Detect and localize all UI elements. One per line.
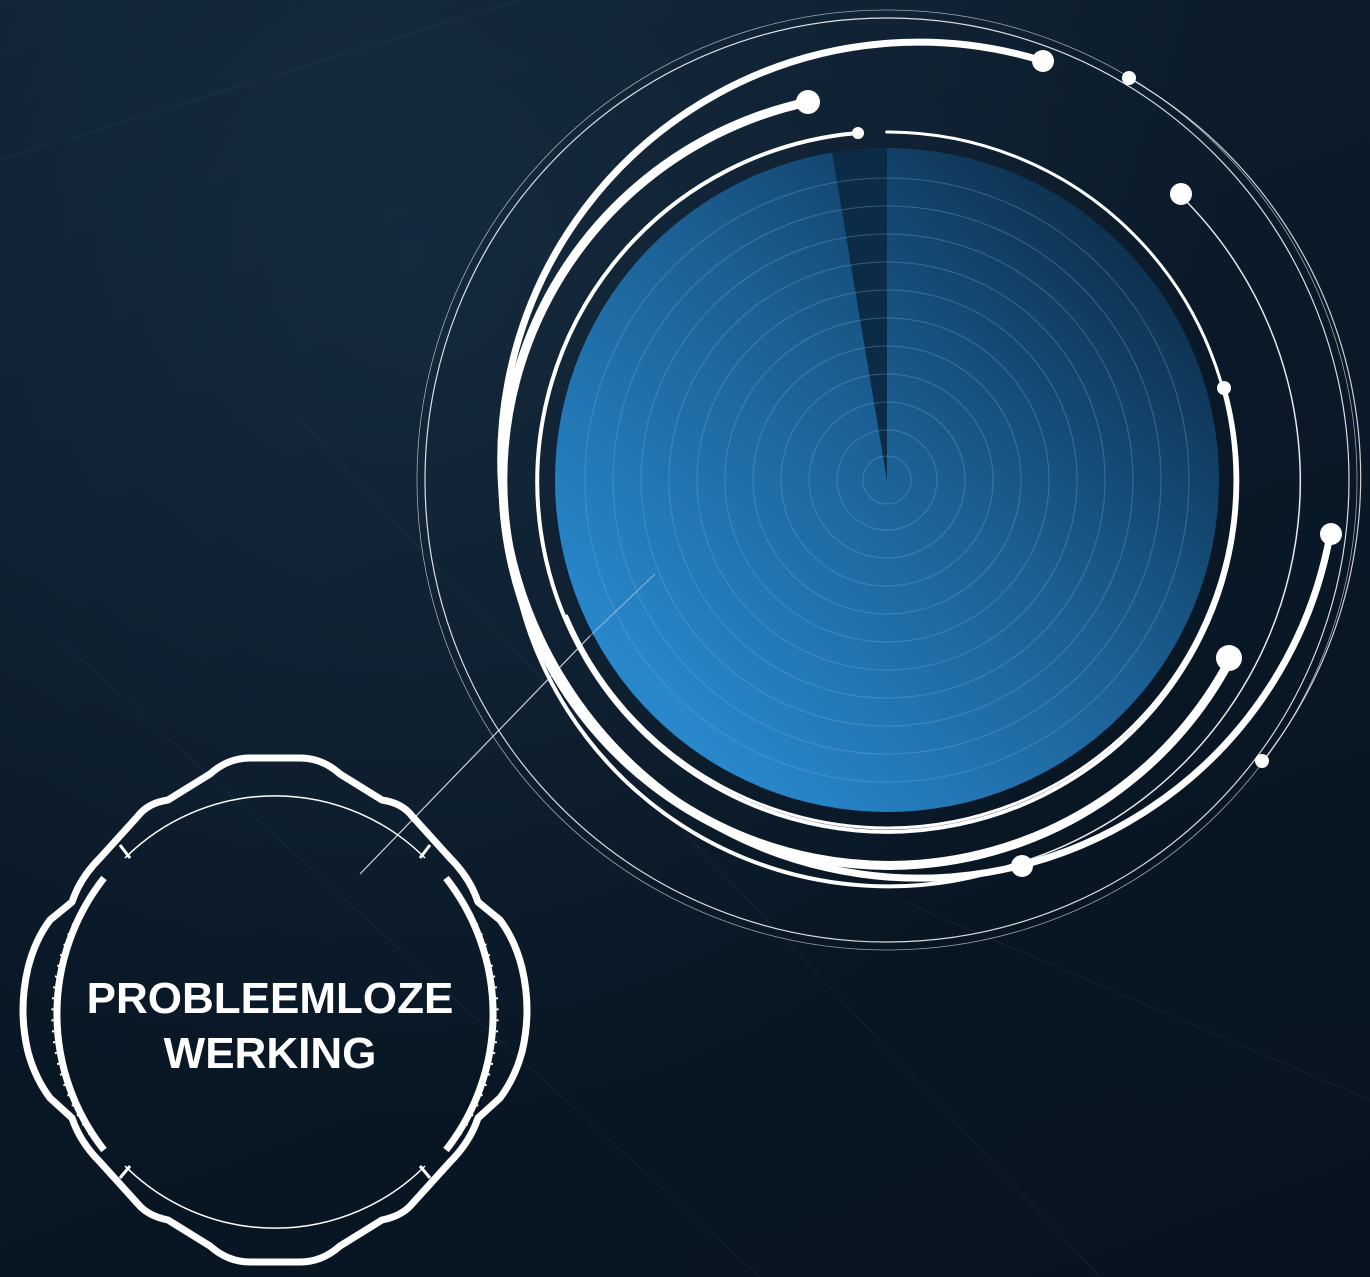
radar-grid-rings (584, 177, 1190, 783)
orbit-dots (796, 50, 1342, 877)
radar-disc (555, 148, 1219, 812)
badge-title-line-2: WERKING (164, 1029, 377, 1078)
badge-title-line-1: PROBLEEMLOZE (87, 974, 454, 1023)
gear-frame-icon (19, 754, 531, 1266)
connector-lines (359, 573, 656, 875)
orbit-rings (416, 9, 1362, 951)
